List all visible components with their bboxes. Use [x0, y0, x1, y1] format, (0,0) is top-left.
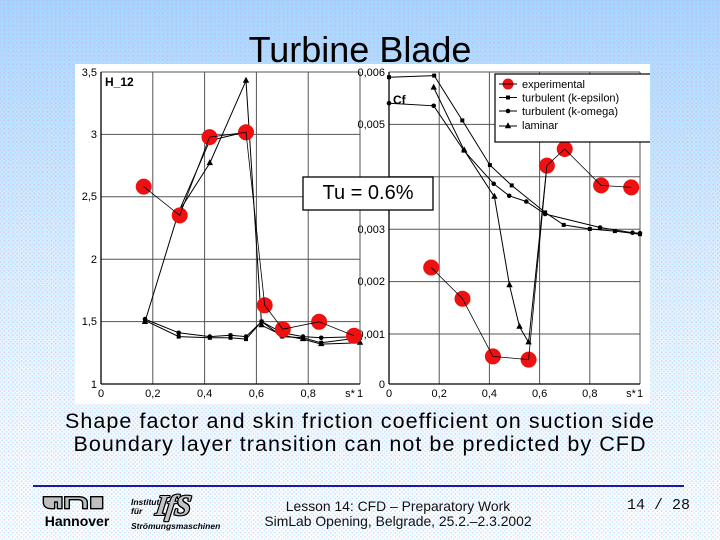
svg-text:0,8: 0,8: [301, 388, 316, 400]
svg-text:0,006: 0,006: [357, 67, 385, 79]
svg-text:0,6: 0,6: [249, 388, 264, 400]
svg-text:turbulent (k-omega): turbulent (k-omega): [522, 106, 618, 118]
svg-text:2,5: 2,5: [82, 191, 97, 203]
svg-text:0,8: 0,8: [582, 388, 597, 400]
svg-text:0,003: 0,003: [357, 224, 385, 236]
svg-text:s*: s*: [626, 388, 637, 400]
svg-text:0,2: 0,2: [432, 388, 447, 400]
svg-text:3: 3: [91, 129, 97, 141]
svg-text:0,4: 0,4: [197, 388, 212, 400]
svg-text:3,5: 3,5: [82, 67, 97, 79]
svg-text:experimental: experimental: [522, 79, 585, 91]
svg-text:0: 0: [379, 379, 385, 391]
svg-text:H_12: H_12: [105, 75, 134, 89]
svg-text:0,6: 0,6: [532, 388, 547, 400]
svg-text:1: 1: [91, 379, 97, 391]
svg-text:turbulent (k-epsilon): turbulent (k-epsilon): [522, 93, 619, 105]
svg-text:0,2: 0,2: [145, 388, 160, 400]
svg-text:1,5: 1,5: [82, 316, 97, 328]
svg-text:laminar: laminar: [522, 120, 558, 132]
svg-text:2: 2: [91, 254, 97, 266]
svg-text:Tu = 0.6%: Tu = 0.6%: [323, 182, 414, 204]
svg-text:0: 0: [98, 388, 104, 400]
svg-text:0,4: 0,4: [482, 388, 497, 400]
svg-text:1: 1: [637, 388, 643, 400]
svg-text:s*: s*: [345, 388, 356, 400]
svg-text:0: 0: [386, 388, 392, 400]
svg-text:0,005: 0,005: [357, 119, 385, 131]
svg-text:1: 1: [357, 388, 363, 400]
svg-text:0,002: 0,002: [357, 276, 385, 288]
svg-text:Cf: Cf: [393, 93, 407, 107]
